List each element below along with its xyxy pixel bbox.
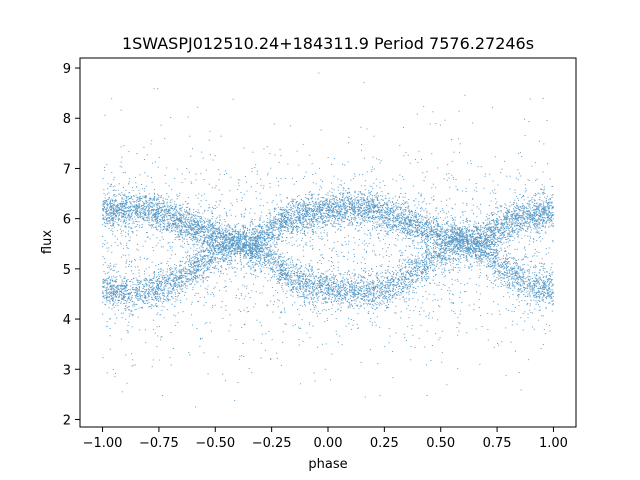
data-points [102, 72, 554, 408]
x-tick-label: −1.00 [83, 436, 123, 451]
x-tick-label: 1.00 [539, 436, 568, 451]
x-axis-label: phase [308, 457, 347, 472]
plot-area [102, 72, 554, 408]
x-tick-label: 0.50 [426, 436, 455, 451]
y-axis-label: flux [40, 230, 55, 254]
y-tick-label: 6 [63, 213, 71, 228]
y-tick-label: 7 [63, 162, 71, 177]
y-tick-label: 5 [63, 263, 71, 278]
y-tick-label: 9 [63, 62, 71, 77]
y-tick-label: 2 [63, 413, 71, 428]
y-tick-label: 8 [63, 112, 71, 127]
x-tick-label: −0.50 [195, 436, 235, 451]
x-tick-label: −0.25 [252, 436, 292, 451]
x-tick-label: 0.00 [314, 436, 343, 451]
y-tick-label: 4 [63, 313, 71, 328]
chart-title: 1SWASPJ012510.24+184311.9 Period 7576.27… [122, 34, 534, 53]
y-axis: 2 3 4 5 6 7 8 9 [63, 62, 80, 428]
x-tick-label: −0.75 [139, 436, 179, 451]
x-tick-label: 0.75 [483, 436, 512, 451]
scatter-points [102, 72, 554, 408]
y-tick-label: 3 [63, 363, 71, 378]
x-axis: −1.00 −0.75 −0.50 −0.25 0.00 0.25 0.50 0.75 1.00 [83, 427, 568, 451]
x-tick-label: 0.25 [370, 436, 399, 451]
